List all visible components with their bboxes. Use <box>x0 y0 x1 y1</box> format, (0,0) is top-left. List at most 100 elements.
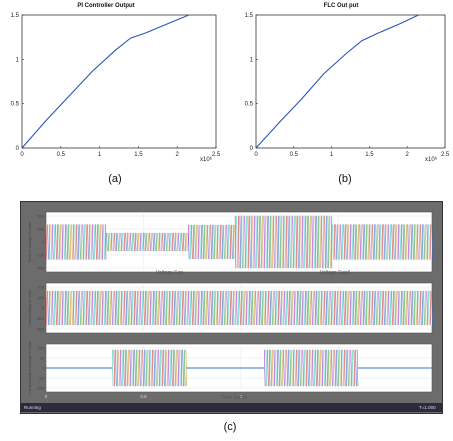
scope-panel-2-oscillation <box>416 290 419 326</box>
scope-panel-1-oscillation <box>106 232 108 252</box>
scope-panel-2-oscillation <box>268 290 270 326</box>
scope-panel-2-oscillation <box>328 290 331 326</box>
scope-panel-1-oscillation <box>369 224 371 260</box>
scope-panel-2-oscillation <box>333 290 336 326</box>
scope-panel-1-oscillation <box>107 232 110 252</box>
scope-panel-1-oscillation <box>141 232 143 252</box>
scope-panel-1-oscillation <box>122 232 124 252</box>
scope-panel-3-oscillation <box>273 349 276 387</box>
scope-panel-3-oscillation <box>147 349 149 387</box>
scope-panel-1-oscillation <box>373 224 376 260</box>
scope-panel-2-oscillation <box>144 290 147 326</box>
scope-panel-2-oscillation <box>60 290 62 326</box>
chart-a-xtick-label: 1.5 <box>134 152 143 158</box>
scope-panel-2-oscillation <box>375 290 377 326</box>
scope-panel-3-oscillation <box>118 349 120 387</box>
scope-panel-2-oscillation <box>263 290 265 326</box>
scope-panel-1-oscillation <box>182 232 185 252</box>
scope-panel-3-oscillation <box>300 349 303 387</box>
scope-panel-3-oscillation <box>348 349 351 387</box>
scope-panel-2-oscillation <box>98 290 100 326</box>
scope-panel-1-oscillation <box>385 224 387 260</box>
scope-panel-3-oscillation <box>312 349 314 387</box>
scope-panel-2-oscillation <box>352 290 355 326</box>
scope-panel-1-oscillation <box>131 232 134 252</box>
scope-panel-3-oscillation <box>347 349 349 387</box>
scope-panel-2-oscillation <box>402 290 404 326</box>
scope-panel-2-oscillation <box>213 290 216 326</box>
scope-panel-2-oscillation <box>64 290 67 326</box>
scope-panel-2-oscillation <box>277 290 280 326</box>
scope-panel-2-oscillation <box>247 290 249 326</box>
scope-panel-2-oscillation <box>159 290 161 326</box>
scope-panel-2-oscillation <box>295 290 297 326</box>
chart-a-xtick-label: 0.5 <box>57 152 66 158</box>
scope-panel-1-oscillation <box>205 224 207 260</box>
scope-panel-1-oscillation <box>310 215 312 269</box>
scope-panel-2-oscillation <box>304 290 307 326</box>
scope-panel-1-ytick-label: -200 <box>36 266 45 271</box>
scope-panel-2-ytick-label: -200 <box>36 327 45 332</box>
scope-panel-2-oscillation <box>343 290 345 326</box>
scope-panel-1-oscillation <box>125 232 127 252</box>
scope-panel-1-oscillation <box>64 224 67 260</box>
scope-panel-1-oscillation <box>294 215 296 269</box>
scope-panel-1-oscillation <box>238 215 240 269</box>
scope-panel-1-oscillation <box>383 224 385 260</box>
scope-panel-1-oscillation <box>428 224 430 260</box>
scope-panel-1-oscillation <box>101 224 104 260</box>
scope-panel-2-oscillation <box>200 290 203 326</box>
scope-panel-1-waveform-segment <box>106 232 190 252</box>
scope-panel-1-oscillation <box>341 224 344 260</box>
scope-panel-2-oscillation <box>274 290 276 326</box>
scope-panel-1-oscillation <box>340 224 342 260</box>
scope-panel-2-oscillation <box>229 290 232 326</box>
scope-panel-2-oscillation <box>408 290 411 326</box>
scope-panel-1-oscillation <box>372 224 374 260</box>
scope-panel-3-ytick-label: -50 <box>38 376 45 381</box>
scope-panel-2-oscillation <box>242 290 244 326</box>
scope-panel-2-oscillation <box>231 290 233 326</box>
scope-panel-1-oscillation <box>354 224 357 260</box>
chart-a-title: PI Controller Output <box>77 3 135 9</box>
scope-panel-2-oscillation <box>74 290 76 326</box>
scope-panel-2-oscillation <box>82 290 84 326</box>
scope-panel-2-oscillation <box>389 290 392 326</box>
scope-panel-1-oscillation <box>181 232 183 252</box>
scope-panel-2-oscillation <box>285 290 288 326</box>
scope-panel-1-oscillation <box>380 224 382 260</box>
scope-panel-1-oscillation <box>74 224 76 260</box>
scope-panel-2-oscillation <box>232 290 235 326</box>
scope-panel-2-oscillation <box>319 290 321 326</box>
scope-panel-1-oscillation <box>335 224 337 260</box>
scope-panel-1-oscillation <box>93 224 96 260</box>
scope-panel-1-oscillation <box>155 232 158 252</box>
scope-panel-1-oscillation <box>47 224 49 260</box>
scope-panel-2-oscillation <box>362 290 364 326</box>
chart-b-series-line <box>255 14 419 149</box>
scope-panel-3-oscillation <box>177 349 179 387</box>
scope-panel-3-oscillation <box>267 349 269 387</box>
scope-panel-1-oscillation <box>407 224 409 260</box>
scope-panel-1-oscillation <box>405 224 408 260</box>
scope-panel-1-oscillation <box>63 224 65 260</box>
scope-panel-2-oscillation <box>287 290 289 326</box>
scope-panel-1-oscillation <box>207 224 209 260</box>
scope-panel-1-oscillation <box>179 232 182 252</box>
scope-panel-1-oscillation <box>154 232 156 252</box>
scope-panel-3-oscillation <box>339 349 341 387</box>
scope-panel-1-oscillation <box>286 215 288 269</box>
caption-a: (a) <box>108 173 122 185</box>
scope-panel-1-oscillation <box>197 224 199 260</box>
scope-panel-2-oscillation <box>152 290 155 326</box>
scope-panel-1-oscillation <box>308 215 310 269</box>
scope-panel-3-oscillation <box>318 349 320 387</box>
scope-panel-3-oscillation <box>304 349 306 387</box>
scope-panel-2-oscillation <box>156 290 158 326</box>
scope-panel-1-oscillation <box>149 232 151 252</box>
scope-panel-2-oscillation <box>221 290 224 326</box>
scope-panel-1-oscillation <box>327 215 329 269</box>
scope-panel-2-oscillation <box>303 290 305 326</box>
scope-panel-2-oscillation <box>340 290 342 326</box>
scope-panel-1-oscillation <box>351 224 353 260</box>
